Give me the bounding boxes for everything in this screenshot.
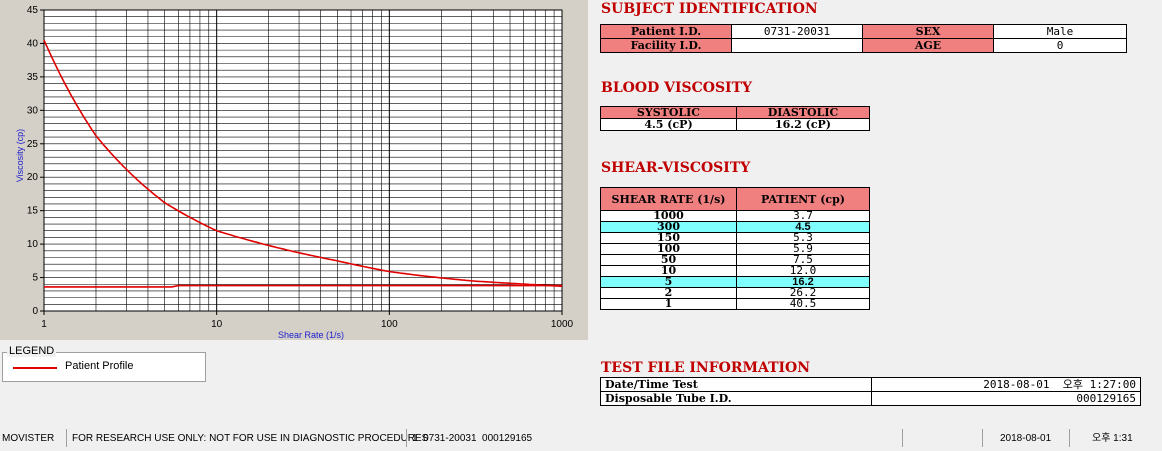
sex-label: SEX: [862, 24, 994, 39]
status-separator: [1069, 429, 1070, 447]
subject-table: Patient I.D. 0731-20031 SEX Male Facilit…: [600, 24, 1127, 53]
legend: LEGEND Patient Profile: [2, 345, 206, 382]
shear-table-row: 150 5.3: [600, 232, 870, 244]
shear-rate-header: SHEAR RATE (1/s): [600, 187, 737, 211]
blood-viscosity-title: BLOOD VISCOSITY: [601, 80, 753, 96]
patient-id-value: 0731-20031: [731, 24, 863, 39]
y-axis-title: Viscosity (cp): [15, 129, 25, 182]
test-file-table: Date/Time Test 2018-08-01 오후 1:27:00 Dis…: [600, 377, 1141, 406]
x-tick-label: 100: [381, 319, 398, 330]
shear-viscosity-table: SHEAR RATE (1/s) PATIENT (cp) 1000 3.7 300…: [600, 187, 870, 310]
shear-rate-cell: 1: [600, 298, 737, 310]
status-date: 2018-08-01: [1000, 433, 1052, 444]
y-tick-label: 15: [27, 206, 39, 217]
patient-cp-cell: 3.7: [736, 210, 870, 222]
y-tick-label: 5: [32, 273, 38, 284]
x-tick-label: 1000: [551, 319, 574, 330]
age-label: AGE: [862, 38, 994, 53]
shear-table-row: 300 4.5: [600, 221, 870, 233]
y-tick-label: 30: [27, 105, 39, 116]
facility-id-label: Facility I.D.: [600, 38, 732, 53]
legend-title: LEGEND: [7, 345, 57, 357]
shear-viscosity-title: SHEAR-VISCOSITY: [601, 160, 751, 176]
x-axis-title: Shear Rate (1/s): [278, 330, 344, 340]
patient-cp-header: PATIENT (cp): [736, 187, 870, 211]
y-tick-label: 35: [27, 72, 39, 83]
status-notice: FOR RESEARCH USE ONLY: NOT FOR USE IN DI…: [72, 433, 429, 444]
datetime-label: Date/Time Test: [600, 377, 872, 392]
systolic-label: SYSTOLIC: [600, 106, 737, 119]
y-tick-label: 40: [27, 38, 39, 49]
datetime-value: 2018-08-01 오후 1:27:00: [871, 377, 1141, 392]
status-separator: [902, 429, 903, 447]
tube-id-value: 000129165: [871, 391, 1141, 406]
sex-value: Male: [993, 24, 1127, 39]
blood-viscosity-table: SYSTOLIC DIASTOLIC 4.5 (cP) 16.2 (cP): [600, 106, 870, 131]
shear-table-row: 1000 3.7: [600, 210, 870, 222]
y-tick-label: 20: [27, 172, 39, 183]
shear-table-row: 50 7.5: [600, 254, 870, 266]
legend-swatch: [13, 367, 57, 369]
facility-id-value: [731, 38, 863, 53]
status-bar: MOVISTER FOR RESEARCH USE ONLY: NOT FOR …: [0, 425, 1162, 451]
y-tick-label: 45: [27, 5, 39, 16]
status-time: 오후 1:31: [1092, 433, 1133, 444]
diastolic-label: DIASTOLIC: [736, 106, 870, 119]
y-tick-label: 10: [27, 239, 39, 250]
viscosity-curve: [43, 39, 563, 288]
shear-table-row: 1 40.5: [600, 298, 870, 310]
shear-table-row: 10 12.0: [600, 265, 870, 277]
plot-area: [43, 9, 563, 312]
shear-table-row: 5 16.2: [600, 276, 870, 288]
status-separator: [406, 429, 407, 447]
y-tick-label: 0: [32, 306, 38, 317]
test-file-information-title: TEST FILE INFORMATION: [601, 360, 811, 376]
x-tick-label: 10: [211, 319, 223, 330]
status-app-name: MOVISTER: [2, 433, 55, 444]
systolic-value: 4.5 (cP): [600, 118, 737, 131]
chart-panel: 0 5 10 15 20 25 30 35 40 45 1 10 100 1000 Shear Rate (…: [0, 0, 588, 340]
viscosity-chart: 0 5 10 15 20 25 30 35 40 45 1 10 100 1000 Shear Rate (…: [15, 5, 574, 340]
patient-id-label: Patient I.D.: [600, 24, 732, 39]
status-separator: [982, 429, 983, 447]
patient-cp-cell: 40.5: [736, 298, 870, 310]
y-tick-label: 25: [27, 139, 39, 150]
shear-table-row: 100 5.9: [600, 243, 870, 255]
status-separator: [66, 429, 67, 447]
patient-cp-cell: 12.0: [736, 265, 870, 277]
status-record: 1 0731-20031 000129165: [412, 433, 533, 444]
subject-identification-title: SUBJECT IDENTIFICATION: [601, 1, 818, 17]
age-value: 0: [993, 38, 1127, 53]
diastolic-value: 16.2 (cP): [736, 118, 870, 131]
tube-id-label: Disposable Tube I.D.: [600, 391, 872, 406]
legend-label: Patient Profile: [65, 360, 134, 372]
x-tick-label: 1: [41, 319, 47, 330]
shear-table-row: 2 26.2: [600, 287, 870, 299]
baseline-curve: [44, 284, 562, 288]
